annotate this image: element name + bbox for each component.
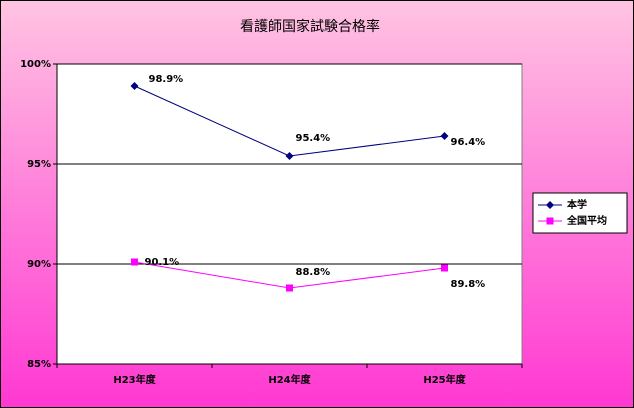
chart-title: 看護師国家試験合格率 [240,18,380,35]
marker [130,82,139,90]
marker [440,132,449,140]
marker [441,264,448,272]
marker [546,217,554,225]
y-tick-label: 85% [27,359,51,370]
x-tick-label: H25年度 [423,373,466,386]
y-tick-label: 90% [27,259,51,270]
x-tick-label: H24年度 [268,373,311,386]
legend-box [532,192,628,234]
legend-label: 全国平均 [566,214,607,227]
data-label: 89.8% [451,279,486,290]
marker [131,258,138,266]
data-label: 98.9% [149,74,184,85]
marker [546,201,554,209]
data-label: 88.8% [296,267,331,278]
plot-area [56,63,523,365]
data-label: 90.1% [145,257,180,268]
data-label: 96.4% [451,137,486,148]
x-tick-label: H23年度 [113,373,156,386]
data-label: 95.4% [296,133,331,144]
marker [285,152,294,160]
marker [286,284,293,292]
y-tick-label: 100% [20,59,51,70]
legend-label: 本学 [567,198,587,211]
y-tick-label: 95% [27,159,51,170]
